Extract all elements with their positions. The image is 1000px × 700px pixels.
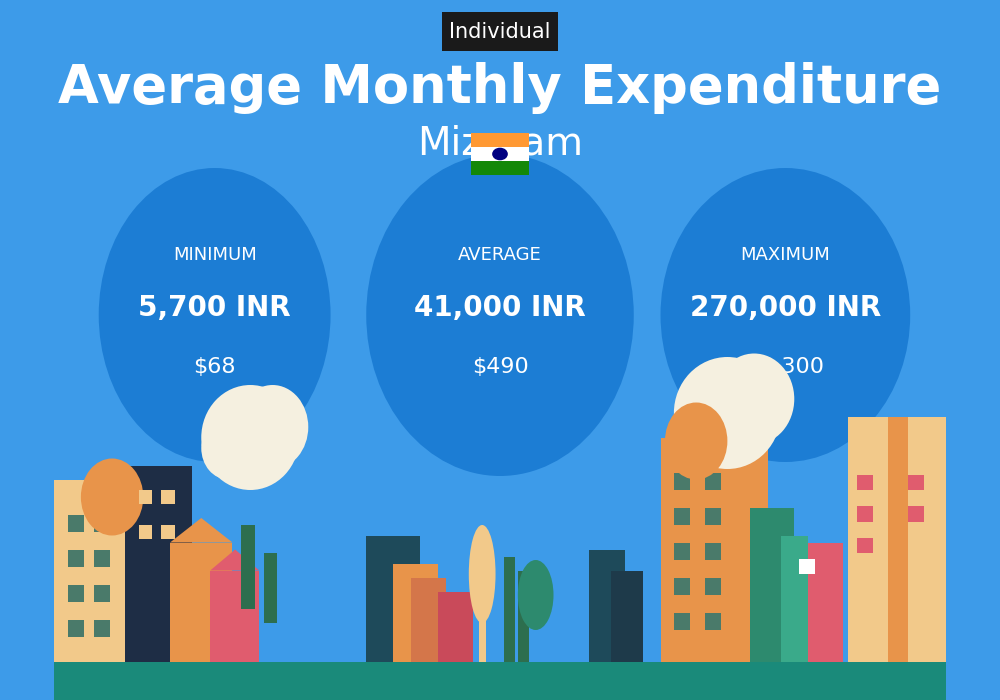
Bar [785,542,843,662]
Bar [589,550,625,662]
Bar [125,466,192,662]
Ellipse shape [674,357,781,469]
Text: Mizoram: Mizoram [417,125,583,162]
Text: MINIMUM: MINIMUM [173,246,257,265]
Bar [68,514,84,532]
Text: $490: $490 [472,358,528,377]
Bar [674,508,690,525]
Ellipse shape [661,168,910,462]
Bar [857,506,873,522]
Bar [94,620,110,637]
Bar [504,556,515,662]
Bar [54,480,134,662]
Bar [518,570,529,662]
Ellipse shape [99,168,331,462]
Polygon shape [170,518,232,542]
Text: $3,300: $3,300 [746,358,824,377]
Bar [139,490,152,504]
Bar [471,161,529,175]
Bar [68,620,84,637]
Ellipse shape [201,385,299,490]
Bar [674,473,690,490]
Text: Individual: Individual [449,22,551,41]
FancyBboxPatch shape [442,12,558,51]
Bar [471,133,529,147]
Bar [471,147,529,161]
Bar [781,536,808,662]
Bar [393,564,438,661]
Bar [54,662,946,700]
Bar [705,473,721,490]
Bar [674,578,690,595]
Bar [611,570,643,662]
Text: MAXIMUM: MAXIMUM [740,246,830,265]
Bar [94,550,110,567]
Ellipse shape [714,354,794,444]
Bar [705,508,721,525]
Text: 270,000 INR: 270,000 INR [690,294,881,322]
Bar [68,550,84,567]
Bar [908,506,924,522]
Bar [241,525,255,609]
Bar [888,416,908,662]
Text: $68: $68 [193,358,236,377]
Bar [94,514,110,532]
Text: 41,000 INR: 41,000 INR [414,294,586,322]
Bar [210,570,259,662]
Bar [848,416,950,662]
Bar [705,612,721,630]
Bar [674,612,690,630]
Polygon shape [210,550,259,570]
Ellipse shape [518,560,554,630]
Ellipse shape [237,385,308,469]
Bar [438,592,473,662]
Text: 5,700 INR: 5,700 INR [138,294,291,322]
Bar [674,542,690,560]
Bar [799,559,815,574]
Bar [264,553,277,623]
Bar [479,578,486,662]
Ellipse shape [665,402,727,480]
Ellipse shape [674,389,736,459]
Bar [94,584,110,602]
Bar [908,475,924,490]
Circle shape [493,148,507,160]
Bar [68,584,84,602]
Ellipse shape [469,525,496,623]
Bar [705,578,721,595]
Text: Average Monthly Expenditure: Average Monthly Expenditure [58,62,942,113]
Ellipse shape [201,416,255,480]
Bar [161,490,175,504]
Bar [161,525,175,539]
Bar [857,475,873,490]
Bar [661,438,768,662]
Text: AVERAGE: AVERAGE [458,246,542,265]
Bar [139,525,152,539]
Bar [411,578,446,662]
Bar [705,542,721,560]
Bar [857,538,873,553]
Ellipse shape [81,458,143,536]
Bar [366,536,420,662]
Bar [750,508,794,662]
Bar [170,542,232,662]
Ellipse shape [366,154,634,476]
